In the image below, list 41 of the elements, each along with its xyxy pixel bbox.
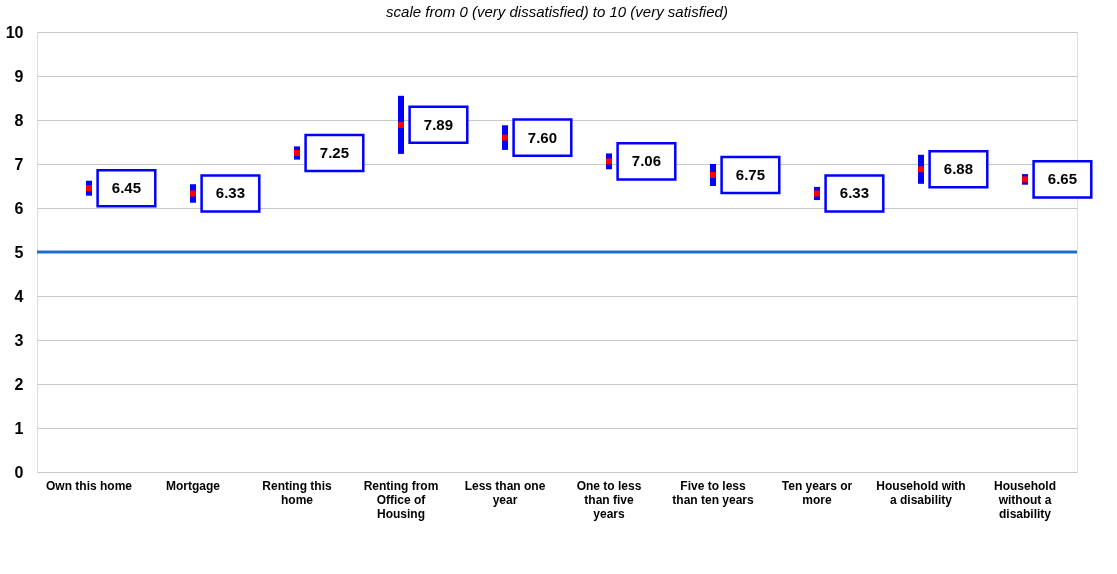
point — [190, 190, 196, 197]
x-tick-label: Household with a disability — [876, 478, 966, 507]
point — [814, 190, 820, 197]
y-tick-label: 9 — [14, 67, 24, 85]
data-label: 6.75 — [735, 166, 766, 183]
point — [710, 172, 716, 178]
y-tick-label: 6 — [14, 199, 24, 217]
x-tick-label: Less than one year — [464, 478, 546, 507]
data-label: 7.06 — [631, 152, 662, 170]
y-tick-label: 5 — [14, 243, 24, 261]
data-label: 6.33 — [839, 184, 870, 202]
y-tick-label: 0 — [14, 463, 24, 481]
data-label: 7.25 — [319, 144, 350, 161]
data-label: 6.33 — [215, 184, 246, 202]
x-tick-label: Renting this home — [262, 478, 332, 507]
point — [606, 158, 612, 165]
point — [502, 134, 508, 141]
y-tick-label: 7 — [14, 155, 24, 173]
x-tick-label: Renting from Office of Housing — [363, 478, 439, 521]
y-tick-label: 1 — [14, 419, 24, 437]
y-tick-label: 2 — [14, 375, 24, 393]
data-label: 7.89 — [423, 115, 454, 133]
x-tick-label: One to less than five years — [576, 478, 642, 521]
x-tick-label: Household without a disability — [994, 478, 1056, 521]
y-tick-label: 10 — [5, 23, 24, 41]
y-tick-label: 4 — [14, 287, 24, 305]
point — [294, 150, 300, 156]
x-tick-label: Mortgage — [166, 478, 221, 493]
data-label: 6.65 — [1047, 170, 1078, 188]
x-tick-label: Ten years or more — [781, 478, 853, 507]
data-label: 6.88 — [943, 160, 974, 178]
y-tick-label: 3 — [14, 331, 24, 349]
point — [398, 121, 404, 128]
chart-subtitle: scale from 0 (very dissatisfied) to 10 (very satisfied) — [386, 3, 728, 20]
data-label: 6.45 — [111, 179, 142, 197]
data-label: 7.60 — [527, 128, 558, 146]
x-tick-label: Own this home — [45, 478, 133, 493]
x-tick-label: Five to less than ten years — [672, 478, 754, 507]
point — [918, 166, 924, 173]
point — [86, 185, 92, 192]
y-tick-label: 8 — [14, 111, 24, 129]
